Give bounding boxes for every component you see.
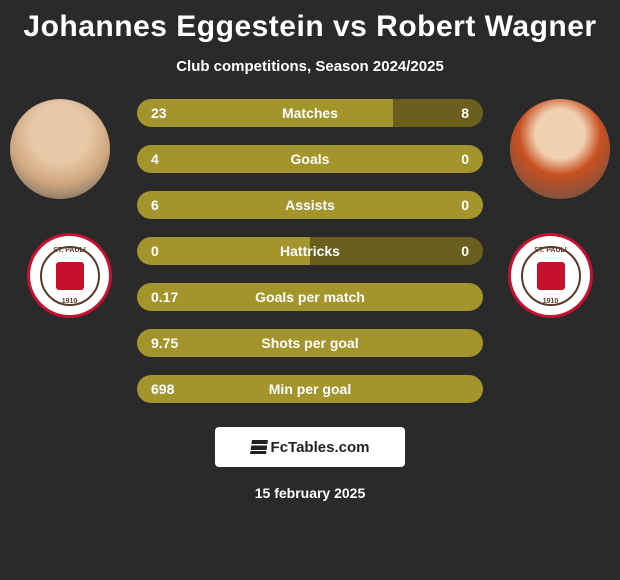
- stat-label: Goals per match: [137, 289, 483, 305]
- stats-list: 238Matches 40Goals 60Assists 00Hattricks 0.1…: [137, 99, 483, 403]
- comparison-subtitle: Club competitions, Season 2024/2025: [0, 58, 620, 75]
- stat-label: Shots per goal: [137, 335, 483, 351]
- avatar-placeholder-icon: [10, 99, 110, 199]
- comparison-body: ST. PAULI 1910 ST. PAULI 1910 238Matches…: [0, 99, 620, 403]
- club-left-logo: ST. PAULI 1910: [27, 233, 112, 318]
- bars-icon: [250, 440, 268, 454]
- player-left-photo: [10, 99, 110, 199]
- stat-label: Matches: [137, 105, 483, 121]
- stat-row: 238Matches: [137, 99, 483, 127]
- stat-row: 9.75Shots per goal: [137, 329, 483, 357]
- player-right-photo: [510, 99, 610, 199]
- stat-label: Hattricks: [137, 243, 483, 259]
- stat-row: 00Hattricks: [137, 237, 483, 265]
- avatar-placeholder-icon: [510, 99, 610, 199]
- brand-text: FcTables.com: [271, 439, 370, 456]
- stat-row: 698Min per goal: [137, 375, 483, 403]
- brand-badge: FcTables.com: [215, 427, 405, 467]
- club-right-logo: ST. PAULI 1910: [508, 233, 593, 318]
- stat-label: Goals: [137, 151, 483, 167]
- stat-label: Min per goal: [137, 381, 483, 397]
- stat-row: 0.17Goals per match: [137, 283, 483, 311]
- club-badge-icon: ST. PAULI 1910: [521, 246, 581, 306]
- stat-row: 40Goals: [137, 145, 483, 173]
- club-badge-icon: ST. PAULI 1910: [40, 246, 100, 306]
- stat-label: Assists: [137, 197, 483, 213]
- stat-row: 60Assists: [137, 191, 483, 219]
- snapshot-date: 15 february 2025: [0, 485, 620, 501]
- comparison-title: Johannes Eggestein vs Robert Wagner: [0, 0, 620, 44]
